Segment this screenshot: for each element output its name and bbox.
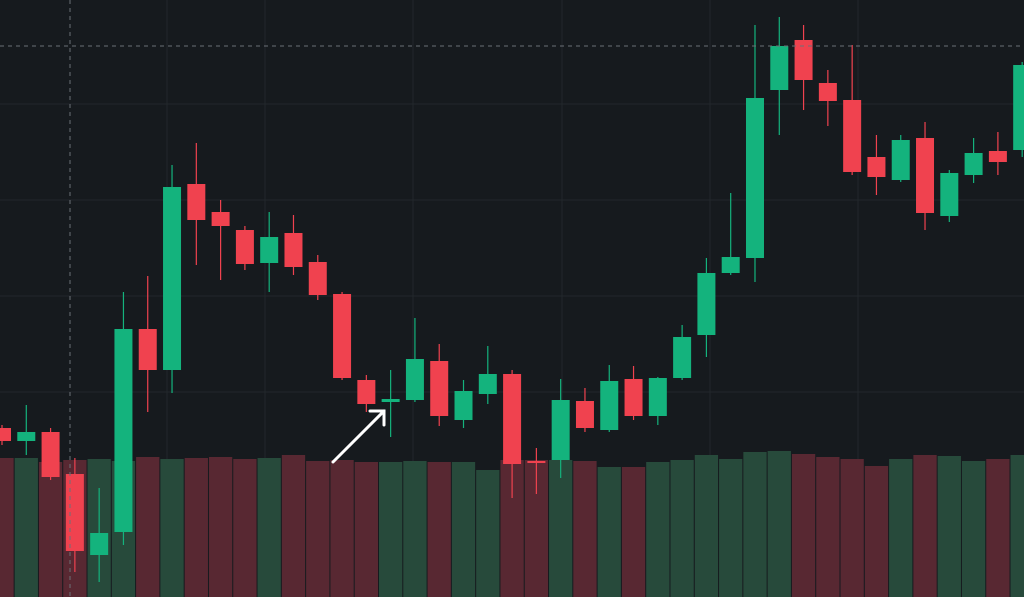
- candle-body: [648, 378, 667, 416]
- volume-bar: [597, 467, 621, 597]
- volume-bar: [427, 462, 451, 597]
- volume-bar: [913, 455, 937, 597]
- candle-body: [940, 173, 959, 216]
- volume-bar: [694, 455, 719, 597]
- volume-bar: [500, 460, 524, 597]
- candle-body: [187, 184, 206, 220]
- candle-body: [260, 237, 279, 263]
- volume-bar: [840, 459, 864, 597]
- candle-body: [843, 100, 862, 172]
- candle-body: [673, 337, 692, 378]
- candle-body: [454, 391, 473, 420]
- candle-body: [867, 157, 886, 177]
- candle-body: [90, 533, 109, 555]
- volume-bar: [621, 467, 646, 597]
- candle-layer: [0, 17, 1024, 582]
- candle-body: [163, 187, 182, 370]
- volume-bar: [14, 458, 38, 597]
- volume-bar: [937, 456, 961, 597]
- candle-body: [575, 401, 594, 428]
- arrow-head: [368, 409, 386, 427]
- volume-bar: [889, 459, 913, 597]
- volume-bar: [476, 470, 500, 597]
- volume-bar: [0, 458, 14, 597]
- volume-bar: [281, 455, 306, 597]
- candle-body: [211, 212, 230, 226]
- volume-bar: [791, 454, 816, 597]
- candle-body: [41, 432, 60, 477]
- volume-bar: [306, 461, 330, 597]
- volume-bar: [354, 462, 378, 597]
- candle-body: [624, 379, 643, 416]
- candle-body: [284, 233, 303, 267]
- candle-body: [235, 230, 254, 264]
- candle-body: [964, 153, 983, 175]
- candle-body: [381, 399, 400, 402]
- volume-bar: [524, 460, 549, 597]
- volume-bar: [767, 451, 791, 597]
- candle-body: [1013, 65, 1024, 150]
- candle-body: [478, 374, 497, 394]
- volume-bar: [816, 457, 840, 597]
- volume-bar: [743, 452, 767, 597]
- volume-layer: [0, 451, 1024, 597]
- volume-bar: [864, 466, 889, 597]
- volume-bar: [208, 457, 233, 597]
- volume-bar: [160, 459, 184, 597]
- candle-body: [333, 294, 352, 378]
- candle-body: [65, 474, 84, 551]
- volume-bar: [719, 459, 743, 597]
- volume-bar: [986, 459, 1010, 597]
- volume-bar: [184, 458, 208, 597]
- candle-body: [721, 257, 740, 273]
- candle-body: [114, 329, 133, 532]
- candle-body: [988, 151, 1007, 162]
- candle-body: [551, 400, 570, 460]
- candle-body: [916, 138, 935, 213]
- arrow: [331, 409, 386, 464]
- volume-bar: [403, 461, 427, 597]
- candle-body: [430, 361, 449, 416]
- candle-body: [770, 46, 789, 90]
- candle-body: [503, 374, 522, 464]
- candle-body: [17, 432, 36, 441]
- candle-body: [138, 329, 157, 370]
- volume-bar: [1010, 455, 1024, 597]
- volume-bar: [451, 462, 476, 597]
- candle-body: [405, 359, 424, 400]
- volume-bar: [136, 457, 160, 597]
- volume-bar: [378, 462, 403, 597]
- candle-body: [697, 273, 716, 335]
- candle-body: [308, 262, 327, 295]
- volume-bar: [670, 460, 694, 597]
- candle-body: [527, 461, 546, 463]
- volume-bar: [646, 462, 670, 597]
- volume-bar: [38, 462, 63, 597]
- candle-body: [357, 380, 376, 404]
- candle-body: [794, 40, 813, 80]
- volume-bar: [549, 460, 573, 597]
- candle-body: [0, 428, 11, 441]
- volume-bar: [573, 461, 597, 597]
- arrow-shaft: [331, 409, 386, 464]
- candle-body: [600, 381, 619, 430]
- volume-bar: [257, 458, 281, 597]
- volume-bar: [330, 460, 354, 597]
- candle-body: [891, 140, 910, 180]
- candle-body: [818, 83, 837, 101]
- volume-bar: [233, 459, 257, 597]
- volume-bar: [961, 461, 986, 597]
- candle-body: [745, 98, 764, 258]
